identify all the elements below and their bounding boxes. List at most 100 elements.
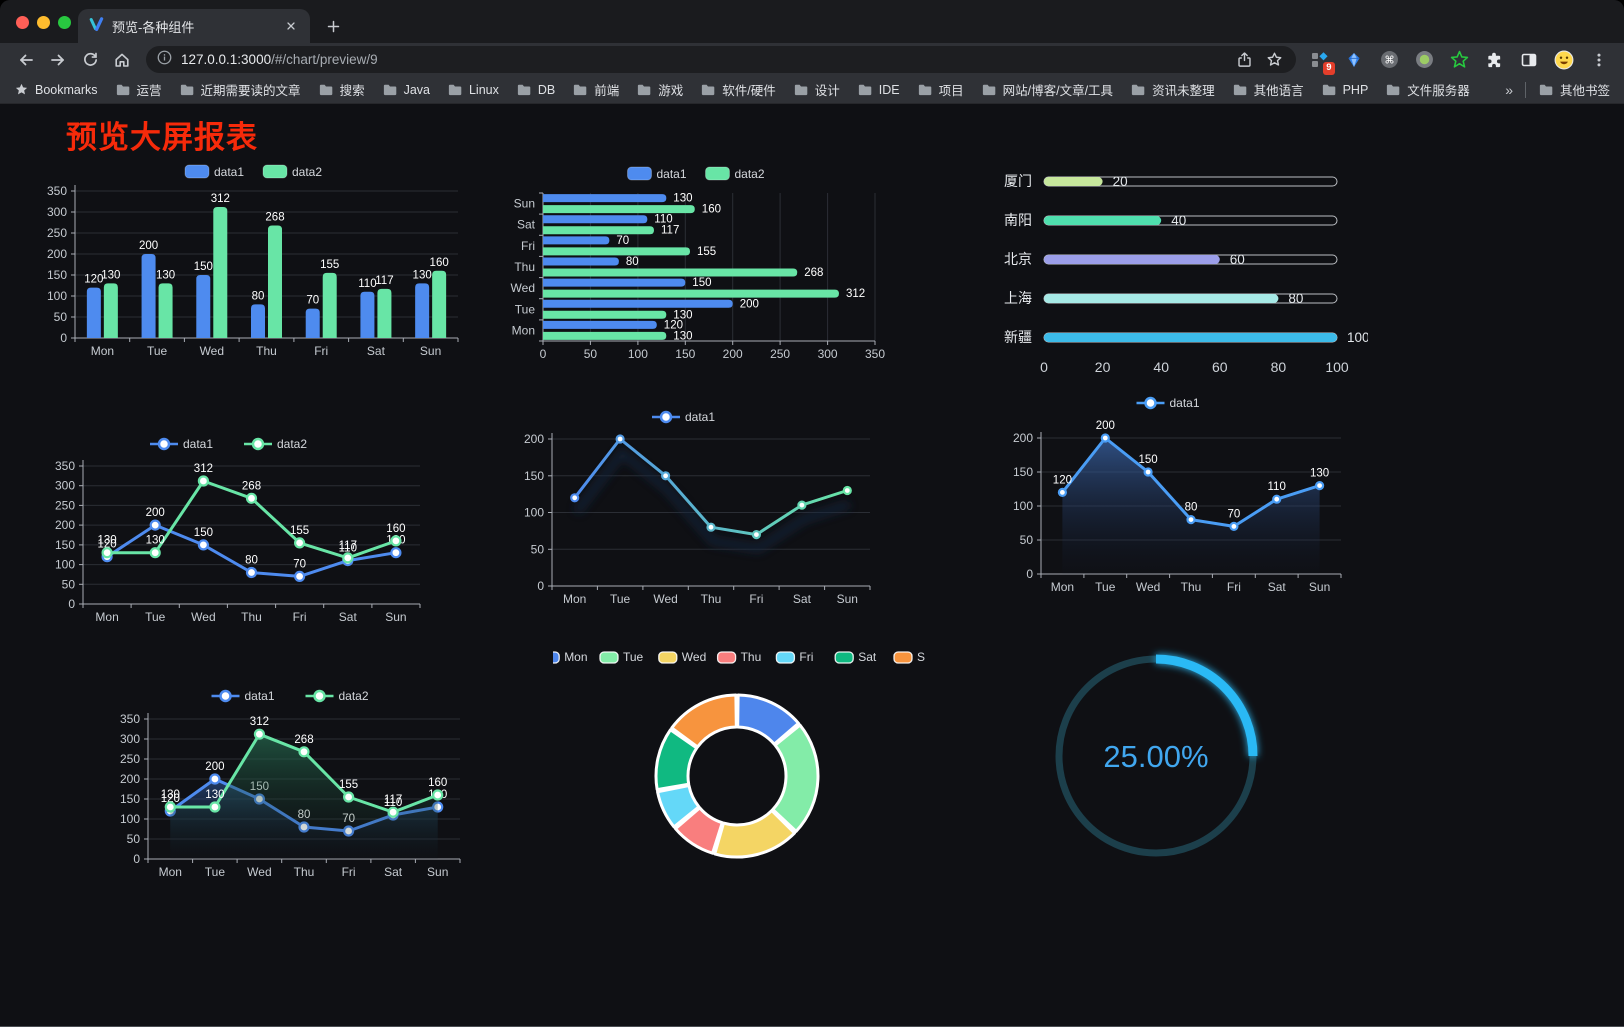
progress-bar-南阳[interactable] bbox=[1044, 216, 1162, 225]
close-window-button[interactable] bbox=[16, 16, 29, 29]
point-data1-Fri[interactable] bbox=[1229, 521, 1239, 531]
point-data1-Tue[interactable] bbox=[615, 434, 625, 444]
bar-data1-Thu[interactable] bbox=[251, 304, 265, 338]
back-icon[interactable] bbox=[13, 47, 39, 73]
bookmark-folder[interactable]: 设计 bbox=[793, 80, 840, 99]
point-data1-Tue[interactable] bbox=[1100, 433, 1110, 443]
bookmark-folder[interactable]: 运营 bbox=[115, 80, 162, 99]
point-data2-Tue[interactable] bbox=[149, 547, 161, 559]
chart-area-single[interactable]: 0 50 100 150 200 Mon Tue Wed Thu Fri Sat Sun 120 200 1… bbox=[993, 387, 1348, 604]
bookmark-folder[interactable]: 搜索 bbox=[318, 80, 365, 99]
legend-item-data1[interactable]: data1 bbox=[211, 689, 275, 703]
point-data2-Fri[interactable] bbox=[294, 537, 306, 549]
point-data1-Wed[interactable] bbox=[1143, 467, 1153, 477]
record-circle-icon[interactable] bbox=[1413, 49, 1435, 71]
legend-item-Tue[interactable]: Tue bbox=[599, 650, 644, 664]
point-data2-Sat[interactable] bbox=[342, 552, 354, 564]
sidebar-icon[interactable] bbox=[1518, 49, 1540, 71]
other-bookmarks[interactable]: 其他书签 bbox=[1538, 80, 1610, 99]
point-data1-Mon[interactable] bbox=[1057, 487, 1068, 498]
legend-item-Fri[interactable]: Fri bbox=[775, 650, 813, 664]
bar-data2-Thu[interactable] bbox=[543, 268, 798, 277]
emoji-icon[interactable] bbox=[1553, 49, 1575, 71]
bar-data1-Mon[interactable] bbox=[86, 287, 101, 338]
point-data1-Sat[interactable] bbox=[797, 500, 807, 510]
pie-slice-Wed[interactable] bbox=[713, 809, 797, 859]
bar-data2-Wed[interactable] bbox=[213, 206, 228, 338]
point-data2-Mon[interactable] bbox=[164, 801, 176, 813]
point-data2-Thu[interactable] bbox=[298, 746, 310, 758]
point-data2-Wed[interactable] bbox=[197, 475, 209, 487]
point-data2-Wed[interactable] bbox=[253, 728, 265, 740]
legend-item-data1[interactable]: data1 bbox=[150, 437, 213, 451]
legend-item-data2[interactable]: data2 bbox=[305, 689, 369, 703]
puzzle-icon[interactable] bbox=[1483, 49, 1505, 71]
pie-slice-Thu[interactable] bbox=[673, 806, 724, 855]
green-star-icon[interactable] bbox=[1448, 49, 1470, 71]
minimize-window-button[interactable] bbox=[37, 16, 50, 29]
bar-data2-Tue[interactable] bbox=[158, 283, 173, 338]
legend-item-data2[interactable]: data2 bbox=[262, 164, 322, 179]
pie-slice-Sat[interactable] bbox=[654, 728, 699, 792]
bar-data1-Fri[interactable] bbox=[305, 308, 320, 338]
point-data2-Sun[interactable] bbox=[390, 535, 402, 547]
bar-data1-Sun[interactable] bbox=[415, 283, 430, 338]
bookmark-folder[interactable]: 软件/硬件 bbox=[700, 80, 776, 99]
bar-data1-Wed[interactable] bbox=[196, 275, 211, 338]
legend-item-Wed[interactable]: Wed bbox=[658, 650, 706, 664]
legend-item-data2[interactable]: data2 bbox=[705, 166, 765, 181]
point-data2-Fri[interactable] bbox=[343, 791, 355, 803]
bookmark-folder[interactable]: 前端 bbox=[572, 80, 619, 99]
chart-area-two-series[interactable]: 0 50 100 150 200 250 300 350 Mon Tue Wed Thu Fri Sat S… bbox=[110, 679, 475, 896]
legend-item-data1[interactable]: data1 bbox=[1136, 396, 1200, 410]
point-data1-Wed[interactable] bbox=[197, 539, 209, 551]
point-data1-Fri[interactable] bbox=[751, 530, 761, 540]
bar-data2-Thu[interactable] bbox=[268, 225, 282, 338]
chart-city-progress[interactable]: 厦门 20 南阳 40 北京 60 上海 80 新疆 100 0 20 40 60 80 100 bbox=[988, 159, 1370, 396]
legend-item-data1[interactable]: data1 bbox=[627, 166, 687, 181]
point-data2-Mon[interactable] bbox=[101, 547, 113, 559]
grid-extension-icon[interactable]: 9 bbox=[1308, 49, 1335, 75]
point-data1-Wed[interactable] bbox=[661, 471, 671, 481]
progress-bar-上海[interactable] bbox=[1044, 294, 1279, 303]
bar-data1-Thu[interactable] bbox=[543, 257, 619, 266]
bar-data2-Sat[interactable] bbox=[543, 226, 654, 235]
menu-dots-icon[interactable] bbox=[1588, 49, 1610, 71]
bookmark-folder[interactable]: 游戏 bbox=[636, 80, 683, 99]
pie-slice-Tue[interactable] bbox=[771, 723, 820, 833]
bar-data1-Tue[interactable] bbox=[543, 299, 733, 308]
bookmarks-overflow-chevron[interactable]: » bbox=[1505, 81, 1513, 98]
point-data2-Thu[interactable] bbox=[245, 492, 258, 504]
bar-data1-Sat[interactable] bbox=[543, 215, 648, 224]
chart-grouped-bar[interactable]: 0 50 100 150 200 250 300 350 Mon Tue Wed Thu Fri Sat S… bbox=[45, 151, 465, 374]
point-data1-Sun[interactable] bbox=[1315, 480, 1325, 491]
bookmark-folder[interactable]: 项目 bbox=[917, 80, 964, 99]
progress-bar-厦门[interactable] bbox=[1044, 177, 1103, 186]
bookmark-folder[interactable]: IDE bbox=[857, 83, 900, 97]
bookmark-folder[interactable]: 文件服务器 bbox=[1385, 80, 1470, 99]
point-data2-Tue[interactable] bbox=[209, 801, 221, 813]
browser-tab[interactable]: 预览-各种组件 bbox=[78, 9, 310, 43]
point-data1-Thu[interactable] bbox=[1186, 515, 1196, 525]
home-icon[interactable] bbox=[109, 47, 135, 73]
bar-data1-Mon[interactable] bbox=[543, 320, 657, 329]
legend-item-Thu[interactable]: Thu bbox=[716, 650, 762, 664]
progress-bar-新疆[interactable] bbox=[1044, 333, 1337, 342]
progress-bar-北京[interactable] bbox=[1044, 255, 1220, 264]
pie-slice-Fri[interactable] bbox=[656, 784, 701, 829]
new-tab-button[interactable] bbox=[318, 11, 348, 41]
bookmark-star-icon[interactable] bbox=[1262, 48, 1286, 72]
pie-slice-Sun[interactable] bbox=[670, 693, 738, 749]
fullscreen-window-button[interactable] bbox=[58, 16, 71, 29]
address-bar[interactable]: 127.0.0.1:3000/#/chart/preview/9 bbox=[146, 46, 1296, 73]
chart-gauge[interactable]: 25.00% bbox=[1046, 644, 1266, 871]
url-text[interactable]: 127.0.0.1:3000/#/chart/preview/9 bbox=[181, 52, 378, 67]
bookmark-folder[interactable]: 网站/博客/文章/工具 bbox=[981, 80, 1113, 99]
bar-data1-Tue[interactable] bbox=[141, 254, 156, 338]
bookmarks-root[interactable]: Bookmarks bbox=[14, 82, 98, 97]
share-icon[interactable] bbox=[1232, 48, 1256, 72]
point-data2-Sun[interactable] bbox=[432, 789, 444, 801]
bar-data2-Tue[interactable] bbox=[543, 310, 667, 319]
bookmark-folder[interactable]: 其他语言 bbox=[1232, 80, 1304, 99]
bar-data2-Sun[interactable] bbox=[432, 270, 447, 338]
